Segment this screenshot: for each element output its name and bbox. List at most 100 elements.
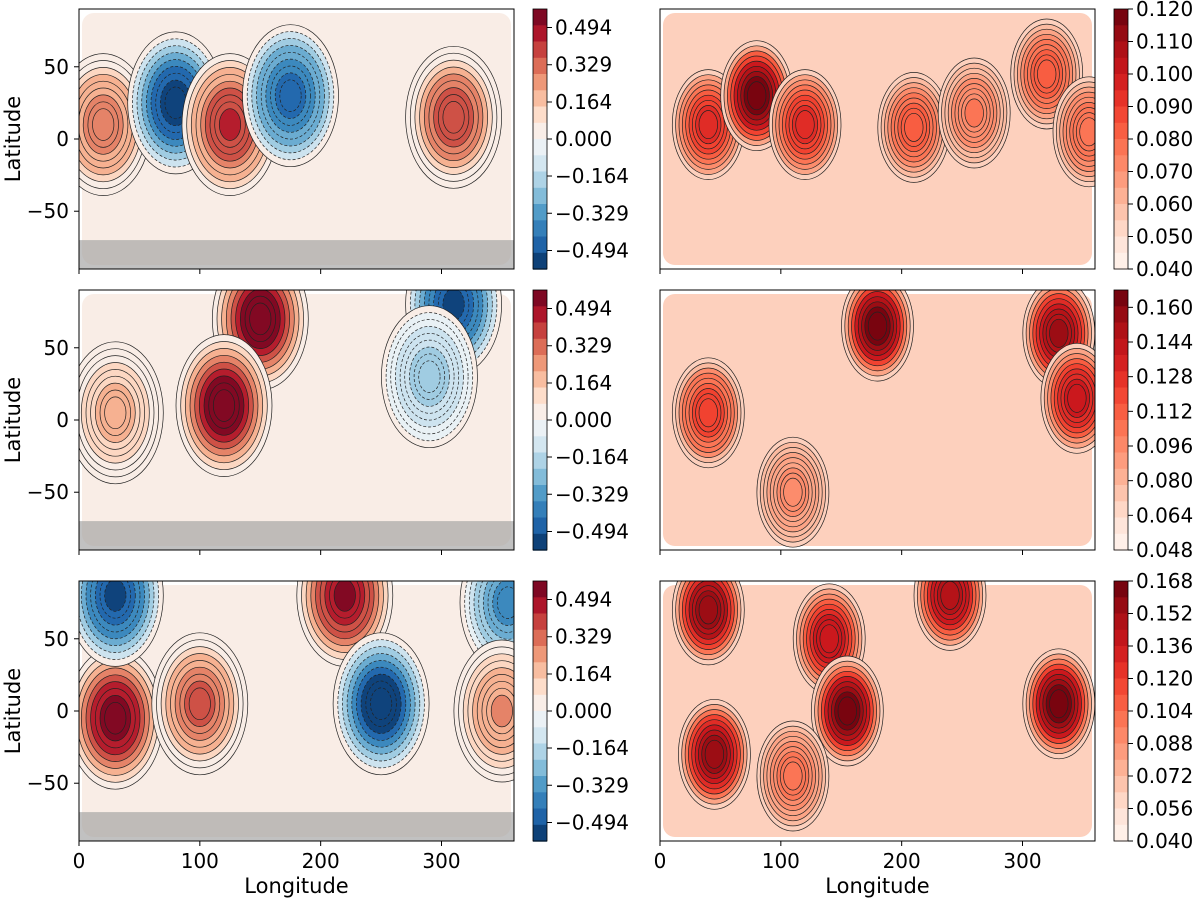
- x-tick-label: 0: [654, 849, 667, 873]
- colorbar-segment: [1114, 694, 1128, 712]
- contour-level: [698, 110, 718, 140]
- colorbar-segment: [533, 155, 547, 173]
- contour-feature: [1040, 342, 1095, 454]
- contour-level: [442, 101, 465, 134]
- colorbar-segment: [1114, 25, 1128, 43]
- colorbar-segment: [1114, 597, 1128, 615]
- contour-level: [104, 701, 127, 735]
- colorbar-tick-label: 0.329: [555, 334, 612, 358]
- colorbar-segment: [1114, 581, 1128, 598]
- y-tick-label: 0: [56, 699, 69, 723]
- axes-frame: [659, 289, 1096, 551]
- contour-feature: [127, 31, 225, 175]
- contour-feature: [79, 646, 164, 790]
- colorbar-segment: [533, 306, 547, 324]
- colorbar-segment: [1114, 743, 1128, 761]
- x-axis-label: Longitude: [825, 874, 929, 898]
- contour-feature: [332, 632, 430, 776]
- colorbar-segment: [533, 290, 547, 307]
- colorbar-segment: [533, 122, 547, 140]
- y-axis-label: Latitude: [1, 96, 25, 182]
- colorbar-tick-label: 0.112: [1136, 399, 1193, 423]
- colorbar-segment: [533, 371, 547, 389]
- colorbar-segment: [533, 613, 547, 631]
- contour-level: [819, 624, 839, 654]
- contour-level: [333, 581, 356, 612]
- axes-frame: [659, 8, 1096, 270]
- colorbar-segment: [1114, 501, 1128, 519]
- colorbar-segment: [533, 662, 547, 680]
- contour-level: [212, 389, 236, 422]
- colorbar: 0.494 0.329 0.164 0.000 −0.164 −0.329 −0.494: [532, 580, 629, 842]
- colorbar-segment: [1114, 517, 1128, 535]
- colorbar: 0.120 0.110 0.100 0.090 0.080 0.070 0.060 0.050…: [1113, 0, 1193, 281]
- colorbar-segment: [533, 436, 547, 454]
- contour-feature: [79, 581, 164, 667]
- colorbar-segment: [1114, 322, 1128, 340]
- contour-level: [783, 761, 803, 791]
- colorbar-segment: [533, 106, 547, 124]
- contour-level: [837, 696, 857, 726]
- colorbar-segment: [533, 338, 547, 356]
- contour-feature: [242, 24, 339, 168]
- contour-level: [1049, 689, 1069, 719]
- colorbar-tick-label: 0.060: [1136, 192, 1193, 216]
- y-tick-label: 50: [44, 336, 69, 360]
- colorbar-tick-label: 0.080: [1136, 127, 1193, 151]
- colorbar-segment: [1114, 338, 1128, 356]
- colorbar-tick-label: −0.329: [555, 482, 629, 506]
- y-tick-label: 50: [44, 55, 69, 79]
- colorbar-segment: [1114, 122, 1128, 140]
- colorbar-tick-label: 0.164: [555, 371, 612, 395]
- colorbar-tick-label: 0.164: [555, 90, 612, 114]
- contour-level: [747, 81, 767, 111]
- colorbar-segment: [533, 220, 547, 238]
- contour-level: [490, 694, 513, 728]
- panel-row3-right: 0 100 200 300Longitude0.1680.1520.1360.1200…: [654, 569, 1194, 898]
- colorbar-segment: [1114, 236, 1128, 254]
- colorbar-segment: [1114, 155, 1128, 173]
- colorbar-tick-label: 0.070: [1136, 160, 1193, 184]
- colorbar-segment: [533, 743, 547, 761]
- x-tick-label: 100: [181, 849, 219, 873]
- colorbar-segment: [533, 694, 547, 712]
- colorbar-segment: [533, 824, 547, 842]
- colorbar-tick-label: 0.120: [1136, 0, 1193, 21]
- panel-row1-right: 0.120 0.110 0.100 0.090 0.080 0.070 0.060 0.050…: [659, 0, 1193, 281]
- y-tick-label: −50: [27, 771, 69, 795]
- colorbar-segment: [533, 387, 547, 405]
- colorbar-segment: [533, 187, 547, 205]
- colorbar-segment: [1114, 808, 1128, 826]
- contour-level: [1037, 59, 1057, 89]
- colorbar-tick-label: −0.164: [555, 736, 629, 760]
- colorbar-segment: [1114, 485, 1128, 502]
- colorbar-segment: [1114, 629, 1128, 647]
- colorbar-segment: [533, 420, 547, 437]
- colorbar-segment: [533, 41, 547, 59]
- colorbar-tick-label: −0.494: [555, 519, 629, 543]
- colorbar-segment: [533, 139, 547, 156]
- y-axis-label: Latitude: [1, 377, 25, 463]
- colorbar-segment: [1114, 678, 1128, 696]
- colorbar-tick-label: 0.056: [1136, 797, 1193, 821]
- colorbar-segment: [533, 25, 547, 43]
- contour-level: [795, 110, 815, 140]
- colorbar-segment: [1114, 646, 1128, 663]
- colorbar-tick-label: 0.164: [555, 662, 612, 686]
- colorbar-tick-label: 0.104: [1136, 699, 1193, 723]
- contour-feature: [296, 581, 394, 667]
- colorbar-segment: [1114, 436, 1128, 454]
- colorbar-tick-label: 0.040: [1136, 257, 1193, 281]
- colorbar-segment: [1114, 220, 1128, 238]
- colorbar-segment: [1114, 74, 1128, 91]
- contour-feature: [671, 357, 745, 469]
- colorbar-segment: [1114, 41, 1128, 59]
- colorbar-segment: [1114, 711, 1128, 728]
- colorbar-segment: [533, 792, 547, 810]
- contour-feature: [678, 698, 751, 810]
- colorbar-segment: [533, 646, 547, 663]
- colorbar-segment: [1114, 792, 1128, 810]
- contour-level: [904, 112, 924, 142]
